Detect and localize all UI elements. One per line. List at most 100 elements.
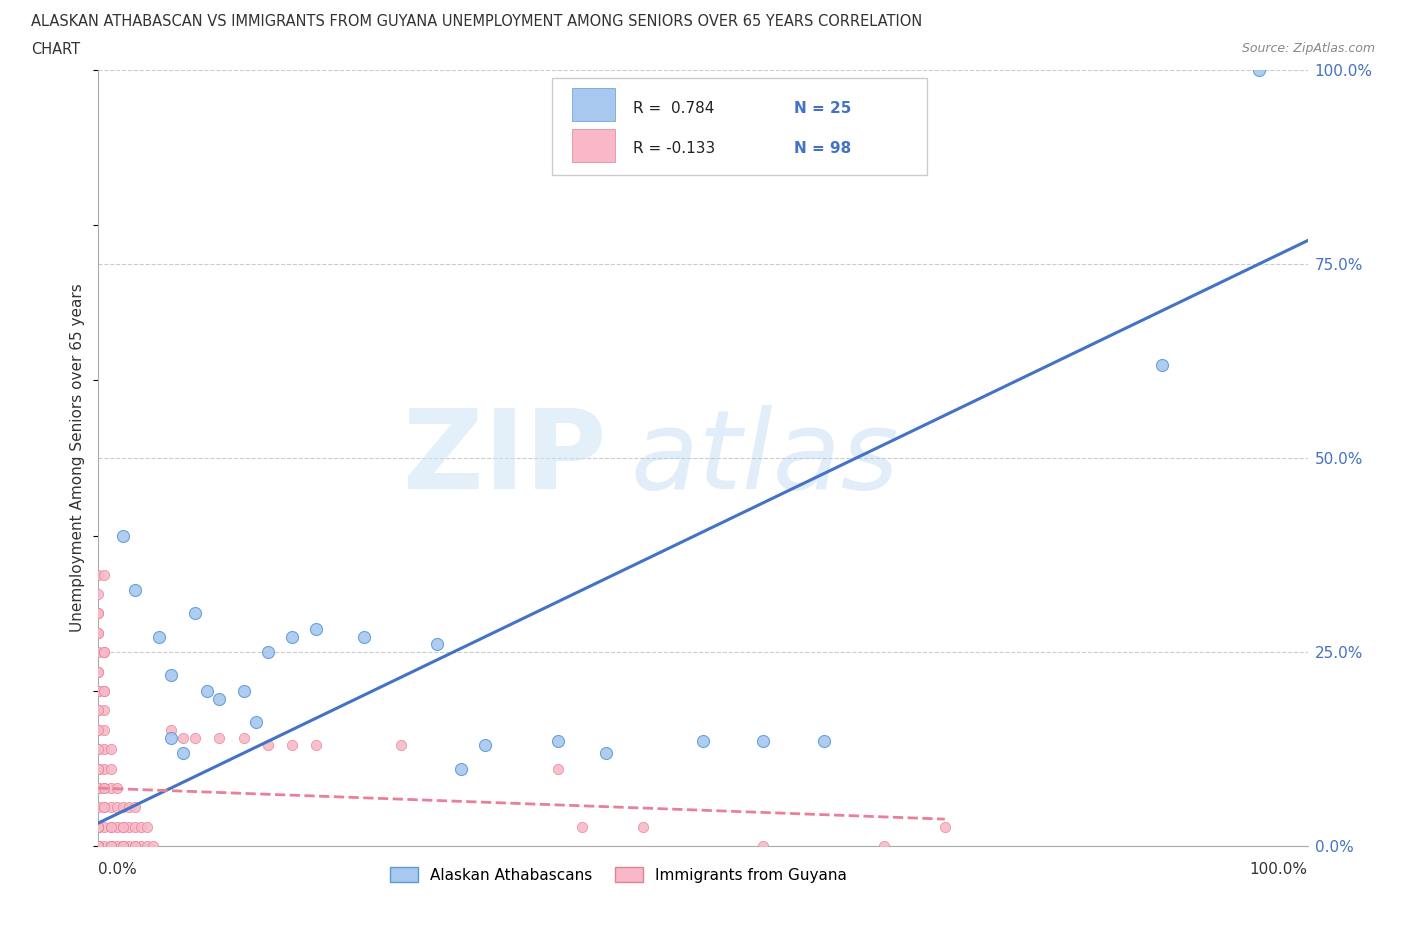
Point [87, 625, 110, 640]
Point [111, 839, 134, 854]
Point [87, 839, 110, 854]
Point [87, 819, 110, 834]
Text: ALASKAN ATHABASCAN VS IMMIGRANTS FROM GUYANA UNEMPLOYMENT AMONG SENIORS OVER 65 : ALASKAN ATHABASCAN VS IMMIGRANTS FROM GU… [31, 14, 922, 29]
Point [105, 780, 128, 795]
Point [281, 737, 304, 752]
Point [87, 606, 110, 621]
Point [87, 644, 110, 659]
Text: Source: ZipAtlas.com: Source: ZipAtlas.com [1241, 42, 1375, 55]
Point [111, 839, 134, 854]
Point [93, 703, 115, 718]
Point [111, 800, 134, 815]
Point [87, 780, 110, 795]
Point [195, 684, 218, 698]
Point [160, 668, 183, 683]
Point [172, 746, 194, 761]
Text: CHART: CHART [31, 42, 80, 57]
Point [142, 839, 165, 854]
Point [256, 737, 278, 752]
Point [87, 664, 110, 679]
Point [571, 819, 593, 834]
Point [87, 839, 110, 854]
Point [87, 839, 110, 854]
Point [87, 839, 110, 854]
Point [100, 761, 122, 776]
Text: ZIP: ZIP [404, 405, 606, 512]
Point [93, 742, 115, 757]
Point [160, 730, 183, 745]
Point [93, 684, 115, 698]
Point [1249, 62, 1271, 77]
Point [389, 737, 412, 752]
Point [100, 839, 122, 854]
Point [87, 664, 110, 679]
Point [100, 819, 122, 834]
Point [87, 684, 110, 698]
Point [813, 734, 835, 749]
Point [87, 839, 110, 854]
Point [232, 730, 254, 745]
Point [692, 734, 714, 749]
Point [93, 723, 115, 737]
Point [281, 630, 304, 644]
Point [111, 528, 134, 543]
Point [426, 637, 449, 652]
Point [353, 630, 375, 644]
Point [450, 761, 472, 776]
Bar [572, 129, 614, 162]
Point [87, 800, 110, 815]
Point [305, 737, 328, 752]
Point [256, 644, 278, 659]
Point [87, 723, 110, 737]
Point [87, 761, 110, 776]
Point [87, 819, 110, 834]
Point [93, 780, 115, 795]
Point [135, 839, 157, 854]
Point [100, 839, 122, 854]
Point [87, 625, 110, 640]
Point [87, 567, 110, 582]
Point [160, 723, 183, 737]
Point [93, 800, 115, 815]
Point [105, 839, 128, 854]
Text: 0.0%: 0.0% [98, 862, 138, 877]
Point [87, 819, 110, 834]
Point [184, 730, 207, 745]
Point [100, 780, 122, 795]
Point [87, 761, 110, 776]
Point [631, 819, 654, 834]
Point [245, 714, 267, 729]
Bar [572, 87, 614, 121]
Point [232, 684, 254, 698]
FancyBboxPatch shape [553, 77, 927, 175]
Text: 100.0%: 100.0% [1250, 862, 1308, 877]
Point [93, 819, 115, 834]
Point [124, 839, 146, 854]
Point [93, 761, 115, 776]
Point [105, 819, 128, 834]
Text: R = -0.133: R = -0.133 [633, 140, 716, 156]
Y-axis label: Unemployment Among Seniors over 65 years: Unemployment Among Seniors over 65 years [70, 284, 86, 632]
Point [100, 819, 122, 834]
Point [87, 839, 110, 854]
Point [87, 780, 110, 795]
Point [93, 839, 115, 854]
Point [93, 800, 115, 815]
Point [87, 703, 110, 718]
Point [87, 587, 110, 602]
Point [87, 742, 110, 757]
Point [87, 819, 110, 834]
Point [87, 742, 110, 757]
Point [1152, 357, 1174, 372]
Point [111, 839, 134, 854]
Point [172, 730, 194, 745]
Point [118, 819, 141, 834]
Point [87, 703, 110, 718]
Legend: Alaskan Athabascans, Immigrants from Guyana: Alaskan Athabascans, Immigrants from Guy… [384, 861, 852, 889]
Point [100, 839, 122, 854]
Point [208, 730, 231, 745]
Point [124, 819, 146, 834]
Point [129, 819, 152, 834]
Point [87, 606, 110, 621]
Point [547, 734, 569, 749]
